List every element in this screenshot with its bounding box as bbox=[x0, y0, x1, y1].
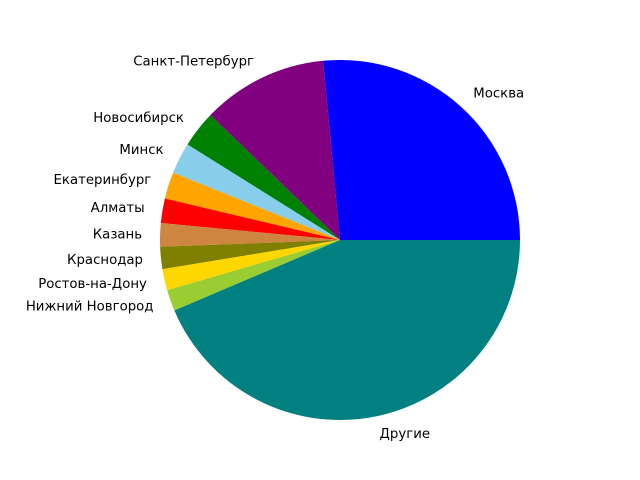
pie-slice-label: Казань bbox=[93, 227, 143, 242]
pie-slice-label: Москва bbox=[473, 87, 524, 102]
pie-slice bbox=[187, 115, 340, 240]
pie-slice bbox=[210, 60, 340, 240]
pie-slice-label: Екатеринбург bbox=[54, 172, 152, 188]
pie-slice-label: Минск bbox=[119, 143, 163, 158]
pie-slice-label: Санкт-Петербург bbox=[133, 54, 254, 70]
pie-slice-label: Нижний Новгород bbox=[26, 299, 154, 314]
pie-slice bbox=[160, 198, 340, 240]
pie-slice bbox=[160, 240, 340, 270]
pie-slices bbox=[160, 60, 521, 420]
pie-slice bbox=[162, 240, 340, 291]
pie-slice-label: Другие bbox=[380, 427, 431, 442]
pie-slice-label: Алматы bbox=[91, 201, 145, 216]
pie-slice-label: Новосибирск bbox=[93, 110, 184, 126]
pie-slice bbox=[173, 144, 340, 240]
pie-slice-label: Ростов-на-Дону bbox=[38, 277, 147, 292]
pie-slice bbox=[174, 240, 521, 420]
pie-slice bbox=[323, 60, 520, 241]
pie-slice bbox=[167, 240, 340, 311]
pie-slice-label: Краснодар bbox=[67, 253, 143, 268]
pie-labels: Москва Санкт-Петербург Новосибирск Минск Ека… bbox=[26, 54, 524, 442]
pie-slice bbox=[164, 172, 340, 240]
pie-slice bbox=[160, 223, 340, 247]
